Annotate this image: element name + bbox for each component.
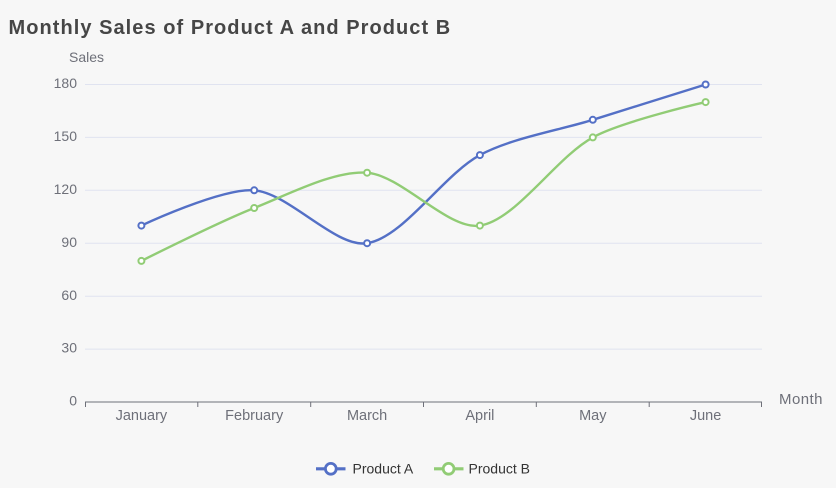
svg-text:90: 90	[61, 234, 77, 250]
svg-text:60: 60	[61, 287, 77, 303]
svg-text:Monthly Sales of Product A and: Monthly Sales of Product A and Product B	[9, 17, 452, 39]
svg-text:Product A: Product A	[353, 461, 414, 477]
svg-text:150: 150	[54, 128, 78, 144]
svg-text:Product B: Product B	[469, 461, 530, 477]
svg-text:Sales: Sales	[69, 49, 104, 65]
svg-text:March: March	[347, 408, 387, 424]
svg-text:April: April	[465, 408, 494, 424]
svg-text:Month: Month	[779, 391, 823, 408]
svg-text:120: 120	[54, 181, 78, 197]
svg-text:30: 30	[61, 340, 77, 356]
svg-text:May: May	[579, 408, 607, 424]
svg-text:180: 180	[54, 75, 78, 91]
svg-text:0: 0	[69, 393, 77, 409]
svg-text:January: January	[116, 408, 168, 424]
svg-text:February: February	[225, 408, 284, 424]
svg-text:June: June	[690, 408, 721, 424]
